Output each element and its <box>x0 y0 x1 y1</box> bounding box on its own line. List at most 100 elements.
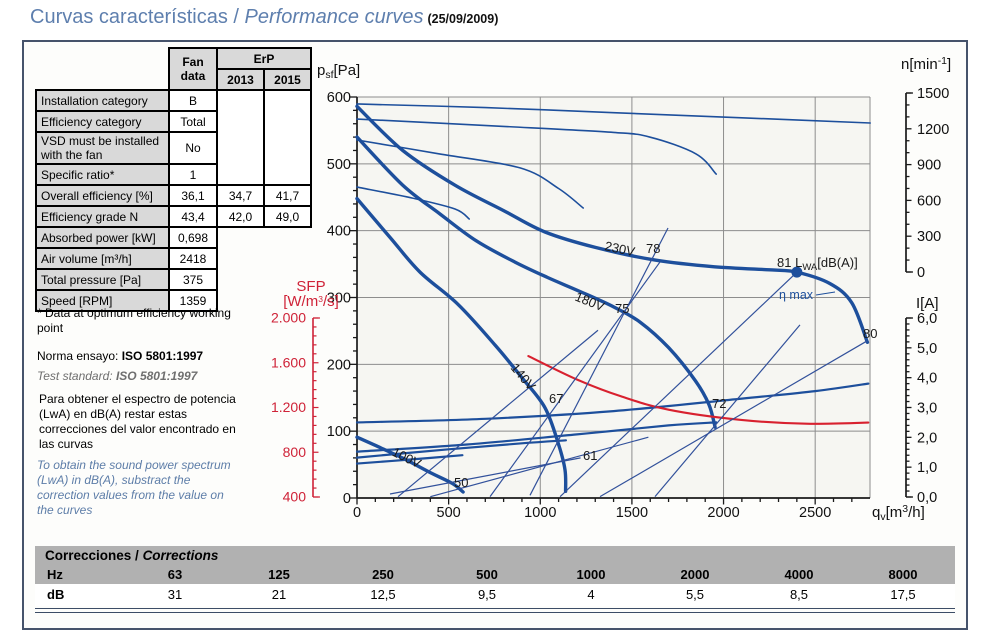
lwa-label-50: 50 <box>454 475 468 490</box>
curve-sfp-curve <box>527 354 870 425</box>
table-row: Overall efficiency [%] 36,1 34,7 41,7 <box>35 184 312 207</box>
x-tick-label: 2000 <box>707 505 739 521</box>
sfp-tick-label: 1.600 <box>271 354 306 370</box>
corrections-title-en: Corrections <box>142 548 219 563</box>
row-value-2013: 34,7 <box>216 184 265 207</box>
hz-value: 8000 <box>888 567 918 582</box>
pressure-tick-label: 300 <box>327 291 351 307</box>
speed-tick-label: 900 <box>917 158 941 174</box>
optimum-point-marker <box>791 266 803 278</box>
test-value: ISO 5801:1997 <box>115 369 198 383</box>
curve-lwa-72 <box>654 324 801 498</box>
hz-value: 500 <box>476 567 498 582</box>
x-axis-title-airflow: qv[m3/h] <box>872 503 925 523</box>
header-data: data <box>180 69 206 83</box>
row-value: 1 <box>168 163 218 186</box>
x-tick-label: 0 <box>353 505 361 521</box>
curve-speed-140v <box>356 139 584 209</box>
empty-erp-2013 <box>216 89 265 186</box>
curve-lwa-67 <box>397 329 599 498</box>
sfp-tick-label: 1.200 <box>271 399 306 415</box>
row-value: 36,1 <box>168 184 218 207</box>
corrections-hz-row: Hz 63 125 250 500 1000 2000 4000 8000 <box>35 565 955 584</box>
db-value: 21 <box>271 587 287 602</box>
eta-max-label: η max <box>779 288 814 302</box>
row-value-2015: 49,0 <box>263 205 312 228</box>
fan-data-table: Fan data ErP 2013 2015 Installation categ… <box>35 47 312 312</box>
curve-lwa-80 <box>599 340 868 498</box>
note-test-standard: Test standard: ISO 5801:1997 <box>37 369 267 384</box>
curve-pressure-230v <box>355 104 870 344</box>
row-value: Total <box>168 110 218 133</box>
empty-erp-2015 <box>263 89 312 186</box>
curve-lwa-eta-max <box>559 271 798 498</box>
title-spanish: Curvas características / <box>30 6 245 28</box>
current-tick-label: 2,0 <box>917 430 937 446</box>
axis-title-sfp: SFP <box>296 278 325 295</box>
lwa-label-80: 80 <box>863 326 877 341</box>
blank-cell <box>36 48 169 90</box>
header-erp: ErP <box>216 47 312 70</box>
lwa-label-81: 81 LWA[dB(A)] <box>777 255 858 273</box>
pressure-tick-label: 500 <box>327 157 351 173</box>
curve-speed-180v <box>356 118 717 175</box>
corrections-db-row: dB 31 21 12,5 9,5 4 5,5 8,5 17,5 <box>35 584 955 606</box>
corrections-header: Correcciones / Corrections <box>35 546 955 565</box>
axis-title-speed: n[min-1] <box>901 55 951 73</box>
row-value-2015: 41,7 <box>263 184 312 207</box>
x-tick-label: 2500 <box>799 505 831 521</box>
test-label: Test standard: <box>37 369 116 383</box>
sfp-tick-label: 400 <box>283 489 307 505</box>
current-tick-label: 3,0 <box>917 401 937 417</box>
corrections-table: Correcciones / Corrections Hz 63 125 250 50… <box>35 546 955 613</box>
db-value: 5,5 <box>685 587 705 602</box>
curve-lwa-78 <box>529 227 669 496</box>
table-row: Total pressure [Pa] 375 <box>35 268 311 291</box>
curve-current-100v <box>355 454 464 465</box>
table-row: Speed [RPM] 1359 <box>35 289 311 312</box>
note-english-corrections: To obtain the sound power spectrum (LwA)… <box>37 458 231 517</box>
row-label: Specific ratio* <box>35 163 170 186</box>
pressure-tick-label: 0 <box>343 491 351 507</box>
header-fan: Fan <box>182 55 204 69</box>
speed-tick-label: 600 <box>917 193 941 209</box>
corrections-title-es: Correcciones / <box>45 548 139 563</box>
norma-label: Norma ensayo: <box>37 349 122 363</box>
row-label: Installation category <box>35 89 170 112</box>
header-fan-data: Fan data <box>168 47 218 91</box>
corrections-underline <box>35 608 955 613</box>
speed-tick-label: 1200 <box>917 122 949 138</box>
curve-pressure-100v <box>355 435 465 494</box>
lwa-label-78: 78 <box>646 241 660 256</box>
table-row: Installation category B <box>35 89 312 186</box>
header-2015: 2015 <box>263 68 312 91</box>
page-title: Curvas características / Performance cur… <box>30 6 498 29</box>
title-date: (25/09/2009) <box>427 12 499 26</box>
lwa-label-75: 75 <box>615 301 629 316</box>
sfp-tick-label: 2.000 <box>271 310 306 326</box>
curve-current-180v <box>355 421 718 453</box>
current-tick-label: 6,0 <box>917 311 937 327</box>
curve-current-230v <box>355 382 870 424</box>
speed-tick-label: 0 <box>917 265 925 281</box>
axis-title-sfp-units: [W/m3/s] <box>283 293 339 310</box>
note-spanish-corrections: Para obtener el espectro de potencia (Lw… <box>39 392 236 451</box>
hz-value: 250 <box>372 567 394 582</box>
db-value: 4 <box>587 587 595 602</box>
pressure-tick-label: 400 <box>327 224 351 240</box>
hz-row-label: Hz <box>47 567 63 582</box>
row-value: 375 <box>168 268 218 291</box>
db-value: 31 <box>167 587 183 602</box>
axis-title-current: I[A] <box>916 295 939 312</box>
row-label: Efficiency grade N <box>35 205 170 228</box>
current-tick-label: 5,0 <box>917 341 937 357</box>
norma-value: ISO 5801:1997 <box>121 349 204 363</box>
title-english: Performance curves <box>244 6 424 28</box>
curve-speed-100v <box>356 186 470 220</box>
x-tick-label: 500 <box>437 505 461 521</box>
row-label: Speed [RPM] <box>35 289 170 312</box>
db-value: 9,5 <box>477 587 497 602</box>
curve-speed-230v <box>356 103 871 124</box>
row-label: Overall efficiency [%] <box>35 184 170 207</box>
hz-value: 4000 <box>784 567 814 582</box>
